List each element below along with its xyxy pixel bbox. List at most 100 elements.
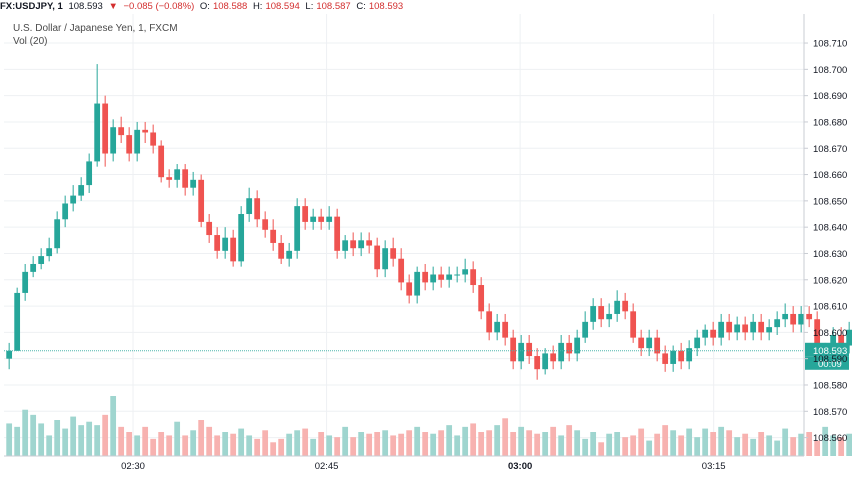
candle[interactable] [246, 187, 253, 222]
candle[interactable] [734, 316, 741, 341]
candle[interactable] [766, 319, 773, 341]
chart-frame[interactable]: 108.593 00:09 108.710 108.700 108.690 108.68… [0, 14, 852, 485]
candle[interactable] [782, 303, 789, 328]
candle[interactable] [742, 316, 749, 341]
candle[interactable] [534, 348, 541, 380]
candle[interactable] [238, 206, 245, 267]
candle[interactable] [430, 266, 437, 291]
candle[interactable] [222, 227, 229, 259]
candle[interactable] [70, 185, 77, 212]
candle[interactable] [614, 290, 621, 322]
candle[interactable] [46, 237, 53, 262]
candle[interactable] [398, 248, 405, 291]
candle[interactable] [758, 313, 765, 341]
candle[interactable] [662, 345, 669, 372]
candle[interactable] [494, 313, 501, 341]
price-chart[interactable]: 108.593 00:09 108.710 108.700 108.690 108.68… [0, 14, 852, 485]
candle[interactable] [790, 306, 797, 333]
candle[interactable] [470, 261, 477, 293]
candle[interactable] [206, 214, 213, 243]
candle[interactable] [62, 195, 69, 228]
candle[interactable] [638, 329, 645, 357]
candle[interactable] [230, 229, 237, 267]
candle[interactable] [686, 340, 693, 370]
candle[interactable] [142, 121, 149, 143]
candle[interactable] [374, 237, 381, 278]
candle[interactable] [262, 211, 269, 238]
candle[interactable] [510, 329, 517, 370]
symbol-name[interactable]: FX:USDJPY, 1 [0, 1, 63, 12]
candle[interactable] [342, 235, 349, 259]
candle[interactable] [406, 274, 413, 304]
candle[interactable] [126, 127, 133, 162]
candle[interactable] [750, 313, 757, 341]
candle[interactable] [54, 211, 61, 254]
candle[interactable] [454, 266, 461, 283]
candle[interactable] [606, 303, 613, 328]
candle[interactable] [558, 335, 565, 370]
candle[interactable] [446, 266, 453, 288]
candle[interactable] [270, 219, 277, 251]
candle[interactable] [478, 277, 485, 320]
candle[interactable] [6, 342, 13, 370]
candle[interactable] [678, 342, 685, 370]
candle[interactable] [110, 119, 117, 162]
candle[interactable] [590, 298, 597, 330]
candle[interactable] [846, 321, 852, 354]
candle[interactable] [166, 169, 173, 188]
candle[interactable] [198, 174, 205, 228]
candle[interactable] [78, 177, 85, 201]
candle[interactable] [254, 190, 261, 228]
candle[interactable] [422, 263, 429, 291]
candle[interactable] [462, 258, 469, 283]
candle[interactable] [622, 292, 629, 320]
candle[interactable] [774, 311, 781, 336]
candle[interactable] [158, 140, 165, 183]
candle[interactable] [190, 171, 197, 196]
candle[interactable] [38, 248, 45, 270]
candle[interactable] [334, 208, 341, 259]
candle[interactable] [278, 235, 285, 264]
candle[interactable] [214, 227, 221, 259]
candle[interactable] [582, 311, 589, 343]
candle[interactable] [550, 345, 557, 370]
candle[interactable] [694, 329, 701, 357]
candle[interactable] [118, 116, 125, 143]
candle[interactable] [30, 256, 37, 278]
candle[interactable] [518, 335, 525, 370]
candle[interactable] [358, 232, 365, 257]
candle[interactable] [806, 306, 813, 328]
candle[interactable] [574, 329, 581, 362]
candle[interactable] [326, 206, 333, 230]
candle[interactable] [86, 153, 93, 193]
candle[interactable] [102, 95, 109, 167]
candle[interactable] [710, 321, 717, 346]
candle[interactable] [318, 208, 325, 230]
candle[interactable] [182, 164, 189, 196]
candle[interactable] [630, 303, 637, 343]
candle[interactable] [22, 263, 29, 301]
candle[interactable] [94, 64, 101, 167]
candle[interactable] [438, 266, 445, 288]
candle[interactable] [174, 164, 181, 188]
candle[interactable] [486, 303, 493, 341]
candle[interactable] [382, 240, 389, 278]
candle[interactable] [798, 306, 805, 333]
candle[interactable] [302, 198, 309, 230]
candle[interactable] [566, 335, 573, 362]
candle[interactable] [14, 287, 21, 351]
candle[interactable] [670, 345, 677, 372]
candle[interactable] [350, 232, 357, 257]
candle[interactable] [646, 329, 653, 357]
candle[interactable] [310, 208, 317, 230]
candle[interactable] [150, 124, 157, 154]
candle[interactable] [286, 242, 293, 267]
candle[interactable] [598, 298, 605, 328]
candle[interactable] [414, 266, 421, 304]
candle[interactable] [294, 198, 301, 259]
candle[interactable] [718, 313, 725, 346]
candle[interactable] [502, 313, 509, 346]
candle[interactable] [526, 335, 533, 364]
candle[interactable] [390, 237, 397, 267]
candle[interactable] [366, 232, 373, 254]
